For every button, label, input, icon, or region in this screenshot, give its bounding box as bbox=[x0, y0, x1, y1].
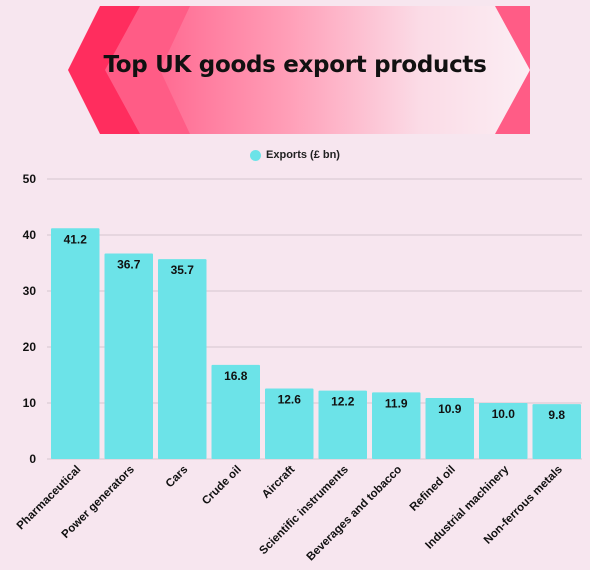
x-tick-label-2: Cars bbox=[164, 464, 191, 491]
value-label-3: 16.8 bbox=[224, 369, 248, 383]
bars bbox=[51, 228, 581, 459]
x-tick-label-7: Refined oil bbox=[408, 464, 458, 514]
value-label-9: 9.8 bbox=[548, 408, 565, 422]
bar-4 bbox=[265, 388, 314, 459]
value-label-6: 11.9 bbox=[385, 396, 408, 410]
legend: Exports (£ bn) bbox=[0, 149, 590, 161]
title-banner bbox=[68, 6, 530, 134]
y-tick-label: 30 bbox=[23, 284, 37, 298]
bar-5 bbox=[318, 390, 367, 459]
value-label-2: 35.7 bbox=[171, 263, 195, 277]
value-labels: 41.2 36.7 35.7 16.8 12.6 12.2 11.9 10.9 10.0 9.8 bbox=[64, 232, 566, 422]
value-label-5: 12.2 bbox=[331, 395, 355, 409]
bar-6 bbox=[372, 392, 421, 459]
bar-8 bbox=[479, 403, 528, 459]
legend-label: Exports (£ bn) bbox=[266, 149, 340, 161]
x-tick-label-4: Aircraft bbox=[260, 464, 298, 502]
y-tick-label: 40 bbox=[23, 228, 37, 242]
y-tick-label: 10 bbox=[23, 396, 37, 410]
bar-0 bbox=[51, 228, 100, 459]
bar-2 bbox=[158, 259, 207, 459]
value-label-1: 36.7 bbox=[117, 257, 141, 271]
legend-swatch bbox=[250, 149, 262, 161]
bar-1 bbox=[104, 253, 153, 459]
bar-7 bbox=[425, 397, 474, 459]
value-label-8: 10.0 bbox=[492, 407, 516, 421]
chart-title: Top UK goods export products bbox=[103, 52, 487, 78]
value-label-7: 10.9 bbox=[438, 402, 462, 416]
bar-9 bbox=[532, 404, 581, 459]
banner-chevron-light bbox=[160, 6, 530, 134]
value-label-4: 12.6 bbox=[278, 392, 302, 406]
y-tick-label: 0 bbox=[29, 452, 36, 466]
bar-3 bbox=[211, 364, 260, 459]
y-tick-label: 50 bbox=[23, 172, 37, 186]
y-tick-label: 20 bbox=[23, 340, 37, 354]
y-axis-ticks: 0 10 20 30 40 50 bbox=[23, 172, 37, 466]
x-tick-label-5: Scientific instruments bbox=[257, 464, 350, 557]
x-tick-label-3: Crude oil bbox=[200, 464, 244, 508]
value-label-0: 41.2 bbox=[64, 232, 88, 246]
x-tick-label-6: Beverages and tobacco bbox=[305, 464, 405, 564]
